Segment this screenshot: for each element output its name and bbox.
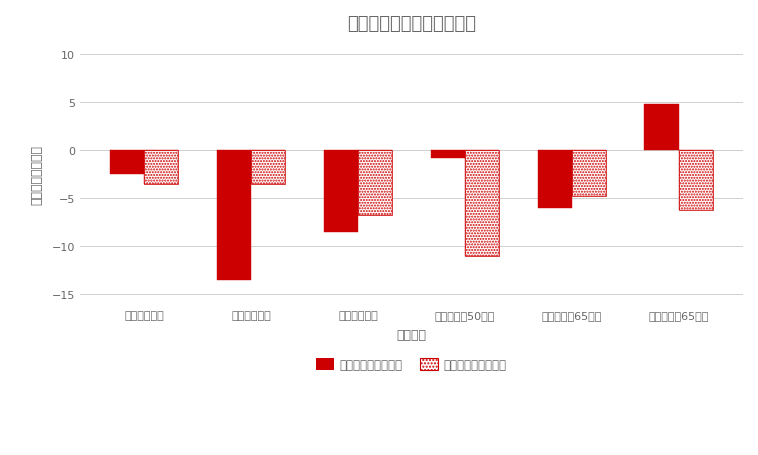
- Bar: [572, 151, 606, 196]
- Bar: [644, 105, 678, 151]
- Bar: [217, 151, 251, 280]
- Bar: [358, 151, 392, 215]
- Bar: [465, 151, 499, 257]
- Bar: [251, 151, 285, 185]
- Bar: [678, 151, 713, 211]
- Bar: [644, 105, 678, 151]
- Bar: [537, 151, 572, 208]
- Bar: [431, 151, 465, 159]
- Legend: 実データによる検討, 回帰分析による検討: 実データによる検討, 回帰分析による検討: [312, 354, 512, 376]
- Bar: [324, 151, 358, 233]
- Y-axis label: 引き下げ幅（％）: 引き下げ幅（％）: [30, 145, 43, 205]
- Bar: [324, 151, 358, 233]
- X-axis label: 世帯類型: 世帯類型: [396, 328, 426, 341]
- Bar: [678, 151, 713, 211]
- Bar: [572, 151, 606, 196]
- Bar: [537, 151, 572, 208]
- Bar: [431, 151, 465, 159]
- Bar: [110, 151, 144, 175]
- Bar: [465, 151, 499, 257]
- Bar: [251, 151, 285, 185]
- Bar: [110, 151, 144, 175]
- Bar: [144, 151, 178, 185]
- Bar: [217, 151, 251, 280]
- Title: 生活扶助引き下げの可能性: 生活扶助引き下げの可能性: [347, 15, 476, 33]
- Bar: [144, 151, 178, 185]
- Bar: [358, 151, 392, 215]
